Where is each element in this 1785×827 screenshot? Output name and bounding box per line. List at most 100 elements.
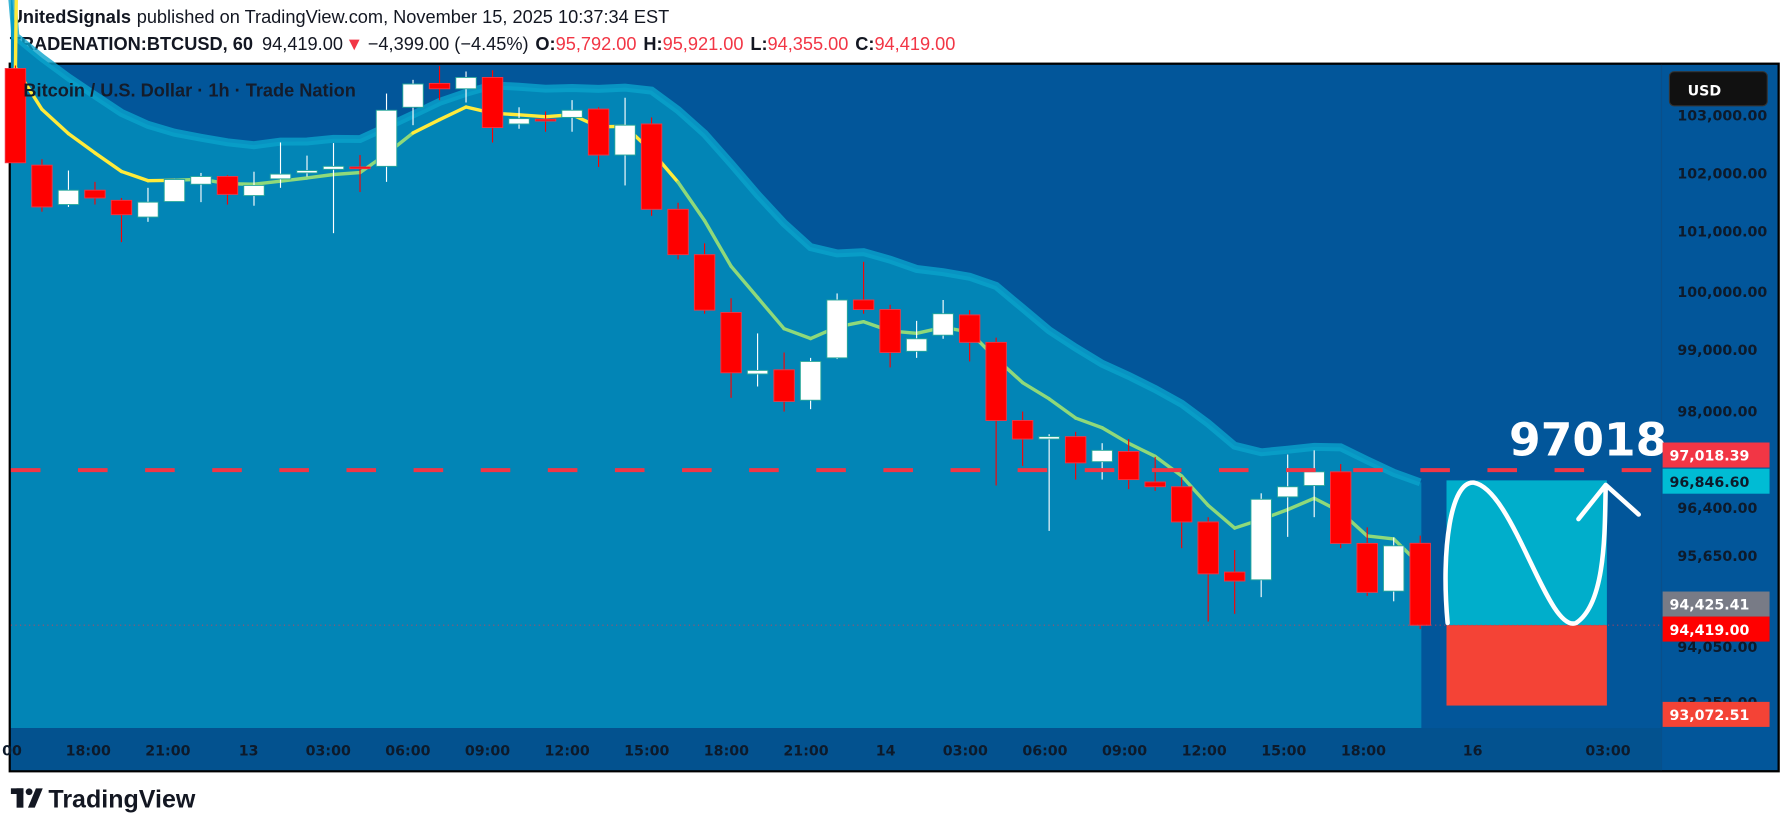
candle-body bbox=[375, 109, 398, 167]
candle-body bbox=[1303, 471, 1325, 487]
chart-legend[interactable]: Bitcoin / U.S. Dollar · 1h · Trade Natio… bbox=[23, 81, 355, 101]
candle[interactable] bbox=[1303, 450, 1325, 518]
candle[interactable] bbox=[508, 107, 530, 129]
price-tag-bg bbox=[1662, 591, 1770, 617]
candle-body bbox=[879, 309, 901, 353]
time-axis-label: 03:00 bbox=[1585, 743, 1630, 759]
ma-segment bbox=[66, 131, 97, 155]
candle-body bbox=[1356, 542, 1378, 593]
candle-body bbox=[31, 164, 53, 208]
candle[interactable] bbox=[296, 155, 318, 177]
ma-segment bbox=[437, 105, 468, 122]
candle[interactable] bbox=[1223, 549, 1246, 614]
candle[interactable] bbox=[455, 71, 477, 103]
stop-zone[interactable] bbox=[1446, 625, 1607, 706]
candle[interactable] bbox=[1356, 527, 1378, 596]
candle[interactable] bbox=[110, 197, 133, 243]
candle[interactable] bbox=[402, 79, 424, 126]
candle[interactable] bbox=[958, 310, 981, 362]
candle[interactable] bbox=[1170, 477, 1193, 549]
ma-segment bbox=[119, 169, 150, 183]
price-tag: 94,425.41 bbox=[1662, 591, 1770, 617]
candle[interactable] bbox=[163, 178, 186, 203]
candle[interactable] bbox=[322, 143, 345, 234]
candle[interactable] bbox=[1197, 517, 1219, 622]
time-axis-label: 06:00 bbox=[1022, 743, 1067, 759]
ma-segment bbox=[1020, 380, 1051, 401]
candle[interactable] bbox=[4, 65, 27, 164]
candle[interactable] bbox=[481, 70, 504, 143]
time-axis[interactable] bbox=[10, 728, 1662, 771]
candle[interactable] bbox=[190, 172, 212, 203]
candle[interactable] bbox=[243, 171, 265, 206]
candle[interactable] bbox=[720, 298, 742, 398]
candle[interactable] bbox=[534, 111, 557, 132]
candle[interactable] bbox=[561, 100, 583, 132]
time-axis-label: 18:00 bbox=[704, 743, 749, 759]
candle[interactable] bbox=[375, 93, 398, 182]
candle[interactable] bbox=[216, 175, 239, 205]
candle[interactable] bbox=[1409, 535, 1431, 630]
author-name[interactable]: UnitedSignals bbox=[10, 7, 131, 27]
candle[interactable] bbox=[1250, 493, 1272, 598]
candle[interactable] bbox=[1383, 537, 1405, 602]
candle[interactable] bbox=[799, 357, 822, 410]
price-axis-label: 101,000.00 bbox=[1677, 225, 1767, 241]
price-axis-label: 94,050.00 bbox=[1677, 640, 1757, 656]
candle[interactable] bbox=[773, 352, 795, 412]
price-tag-label: 96,846.60 bbox=[1669, 475, 1749, 491]
candle-body bbox=[1064, 436, 1087, 464]
ma-segment bbox=[1179, 474, 1210, 508]
price-axis[interactable]: 103,000.00 102,000.00 101,000.00 100,000.00… bbox=[1677, 109, 1767, 712]
candle[interactable] bbox=[693, 243, 716, 314]
candle[interactable] bbox=[905, 320, 928, 358]
candle-body bbox=[137, 201, 159, 218]
ma-segment bbox=[782, 326, 813, 341]
candle[interactable] bbox=[746, 333, 769, 387]
tradingview-logo-icon bbox=[10, 788, 43, 808]
candle[interactable] bbox=[84, 181, 106, 205]
candle-body bbox=[1011, 420, 1034, 440]
candle[interactable] bbox=[614, 97, 636, 186]
candle[interactable] bbox=[985, 337, 1007, 486]
currency-button[interactable]: USD bbox=[1668, 71, 1768, 107]
candle-body bbox=[1170, 486, 1193, 523]
candle[interactable] bbox=[667, 202, 689, 260]
candle[interactable] bbox=[349, 155, 371, 193]
candle[interactable] bbox=[1064, 431, 1087, 480]
candle[interactable] bbox=[1038, 434, 1060, 531]
candle[interactable] bbox=[31, 159, 53, 212]
candle[interactable] bbox=[269, 142, 292, 188]
candle-body bbox=[428, 82, 451, 90]
candle[interactable] bbox=[1117, 439, 1140, 490]
candle[interactable] bbox=[852, 261, 875, 314]
ma-segment bbox=[331, 170, 362, 177]
candle-body bbox=[1250, 498, 1272, 581]
candle[interactable] bbox=[428, 66, 451, 101]
ma-segment bbox=[676, 180, 707, 223]
close-label: C: bbox=[855, 34, 874, 54]
candle[interactable] bbox=[879, 304, 901, 368]
candle-body bbox=[852, 299, 875, 310]
candle-body bbox=[190, 176, 212, 185]
candle[interactable] bbox=[1330, 464, 1352, 549]
candle-body bbox=[269, 173, 292, 180]
candle[interactable] bbox=[640, 117, 663, 216]
annotation-text[interactable]: 97018 bbox=[1509, 413, 1667, 466]
candle[interactable] bbox=[826, 293, 848, 360]
high-label: H: bbox=[643, 34, 662, 54]
candle-body bbox=[1144, 481, 1166, 488]
last-price: 94,419.00 bbox=[262, 34, 343, 54]
candle[interactable] bbox=[137, 187, 159, 222]
candle[interactable] bbox=[587, 107, 610, 167]
candle[interactable] bbox=[1091, 443, 1113, 480]
candle[interactable] bbox=[1011, 411, 1034, 466]
ma-segment bbox=[729, 264, 760, 300]
tradingview-logo[interactable]: TradingView bbox=[10, 786, 196, 814]
hand-drawn-arrow[interactable] bbox=[1443, 480, 1642, 626]
time-axis-label: 21:00 bbox=[783, 743, 828, 759]
candle[interactable] bbox=[57, 170, 80, 207]
candle-body bbox=[1409, 542, 1431, 626]
candle[interactable] bbox=[1144, 456, 1166, 491]
candle[interactable] bbox=[932, 299, 954, 339]
